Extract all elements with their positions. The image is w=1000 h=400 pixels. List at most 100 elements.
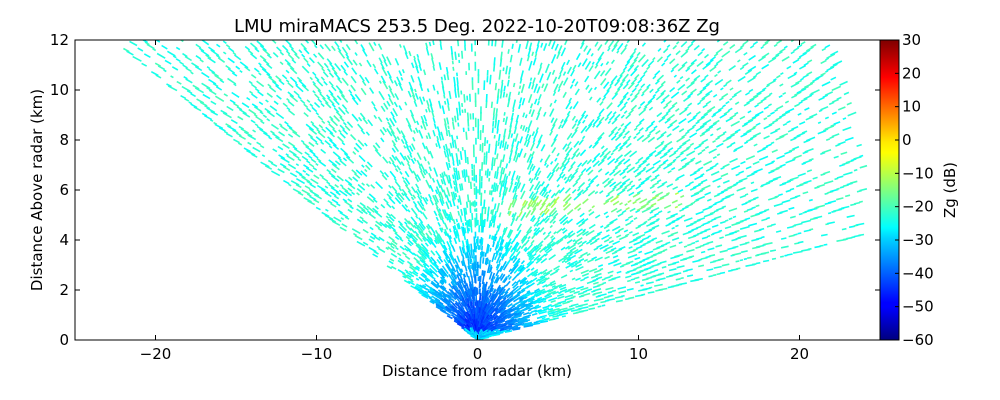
echo-gate (415, 284, 423, 291)
echo-gate (566, 209, 574, 216)
echo-gate (320, 148, 327, 154)
echo-gate (335, 111, 343, 119)
echo-gate (393, 80, 399, 87)
echo-gate (583, 45, 588, 52)
echo-gate (199, 101, 208, 107)
echo-gate (825, 138, 831, 142)
echo-gate (730, 120, 740, 127)
echo-gate (423, 156, 427, 162)
echo-gate (618, 235, 629, 241)
echo-gate (461, 50, 464, 59)
echo-gate (557, 45, 563, 54)
echo-gate (564, 153, 570, 160)
echo-gate (502, 154, 506, 163)
echo-gate (513, 309, 520, 314)
echo-gate (525, 133, 529, 140)
echo-gate (426, 238, 432, 245)
echo-gate (317, 52, 325, 60)
echo-gate (550, 210, 558, 217)
echo-gate (529, 142, 535, 152)
echo-gate (679, 142, 687, 148)
echo-gate (391, 147, 396, 153)
echo-gate (182, 52, 188, 58)
echo-gate (372, 144, 379, 152)
echo-gate (446, 314, 453, 320)
echo-gate (600, 62, 604, 67)
echo-gate (654, 80, 660, 85)
echo-gate (489, 266, 493, 273)
echo-gate (388, 85, 393, 91)
echo-gate (712, 109, 722, 116)
echo-gate (367, 119, 374, 127)
echo-gate (667, 105, 675, 112)
echo-gate (238, 134, 246, 140)
echo-gate (635, 185, 642, 190)
echo-gate (555, 268, 560, 272)
echo-gate (570, 129, 578, 139)
echo-gate (324, 139, 331, 146)
echo-gate (687, 92, 694, 98)
echo-gate (713, 63, 719, 68)
echo-gate (232, 102, 240, 108)
echo-gate (391, 223, 396, 228)
echo-gate (702, 62, 711, 70)
echo-gate (559, 234, 567, 242)
echo-gate (533, 290, 543, 297)
echo-gate (707, 247, 715, 251)
echo-gate (665, 109, 671, 115)
echo-gate (552, 312, 558, 316)
echo-gate (562, 71, 567, 76)
echo-gate (195, 43, 202, 49)
echo-gate (676, 265, 685, 269)
echo-gate (421, 246, 426, 252)
echo-gate (428, 172, 432, 179)
echo-gate (285, 69, 290, 74)
echo-gate (264, 107, 271, 114)
echo-gate (706, 240, 714, 245)
echo-gate (401, 68, 405, 74)
echo-gate (534, 247, 542, 254)
echo-gate (281, 74, 288, 80)
echo-gate (779, 209, 789, 214)
echo-gate (763, 135, 770, 140)
echo-gate (527, 236, 531, 240)
echo-gate (295, 183, 302, 189)
echo-gate (210, 110, 219, 116)
echo-gate (439, 212, 444, 220)
echo-gate (460, 208, 464, 216)
echo-gate (185, 67, 192, 73)
echo-gate (561, 259, 566, 264)
echo-gate (815, 204, 826, 209)
echo-gate (432, 84, 436, 91)
echo-gate (727, 107, 733, 112)
echo-gate (572, 101, 579, 110)
echo-gate (552, 220, 556, 224)
echo-gate (736, 186, 746, 192)
echo-gate (301, 65, 310, 74)
echo-gate (490, 190, 493, 196)
echo-gate (377, 247, 386, 253)
echo-gate (498, 297, 507, 306)
echo-gate (229, 99, 236, 104)
echo-gate (328, 171, 336, 178)
echo-gate (687, 43, 694, 49)
colorbar-tick-label: −10 (902, 164, 934, 182)
echo-gate (391, 240, 398, 246)
echo-gate (170, 75, 174, 79)
echo-gate (760, 45, 764, 50)
echo-gate (517, 175, 521, 182)
echo-gate (455, 218, 459, 223)
echo-gate (581, 58, 588, 67)
echo-gate (405, 271, 415, 278)
echo-gate (415, 215, 419, 219)
echo-gate (579, 42, 585, 50)
echo-gate (411, 271, 419, 277)
echo-gate (407, 162, 411, 168)
echo-gate (826, 66, 835, 72)
echo-gate (561, 173, 566, 179)
echo-gate (505, 298, 510, 303)
echo-gate (324, 214, 334, 221)
echo-gate (603, 150, 612, 159)
echo-gate (720, 87, 724, 91)
echo-gate (506, 79, 510, 87)
